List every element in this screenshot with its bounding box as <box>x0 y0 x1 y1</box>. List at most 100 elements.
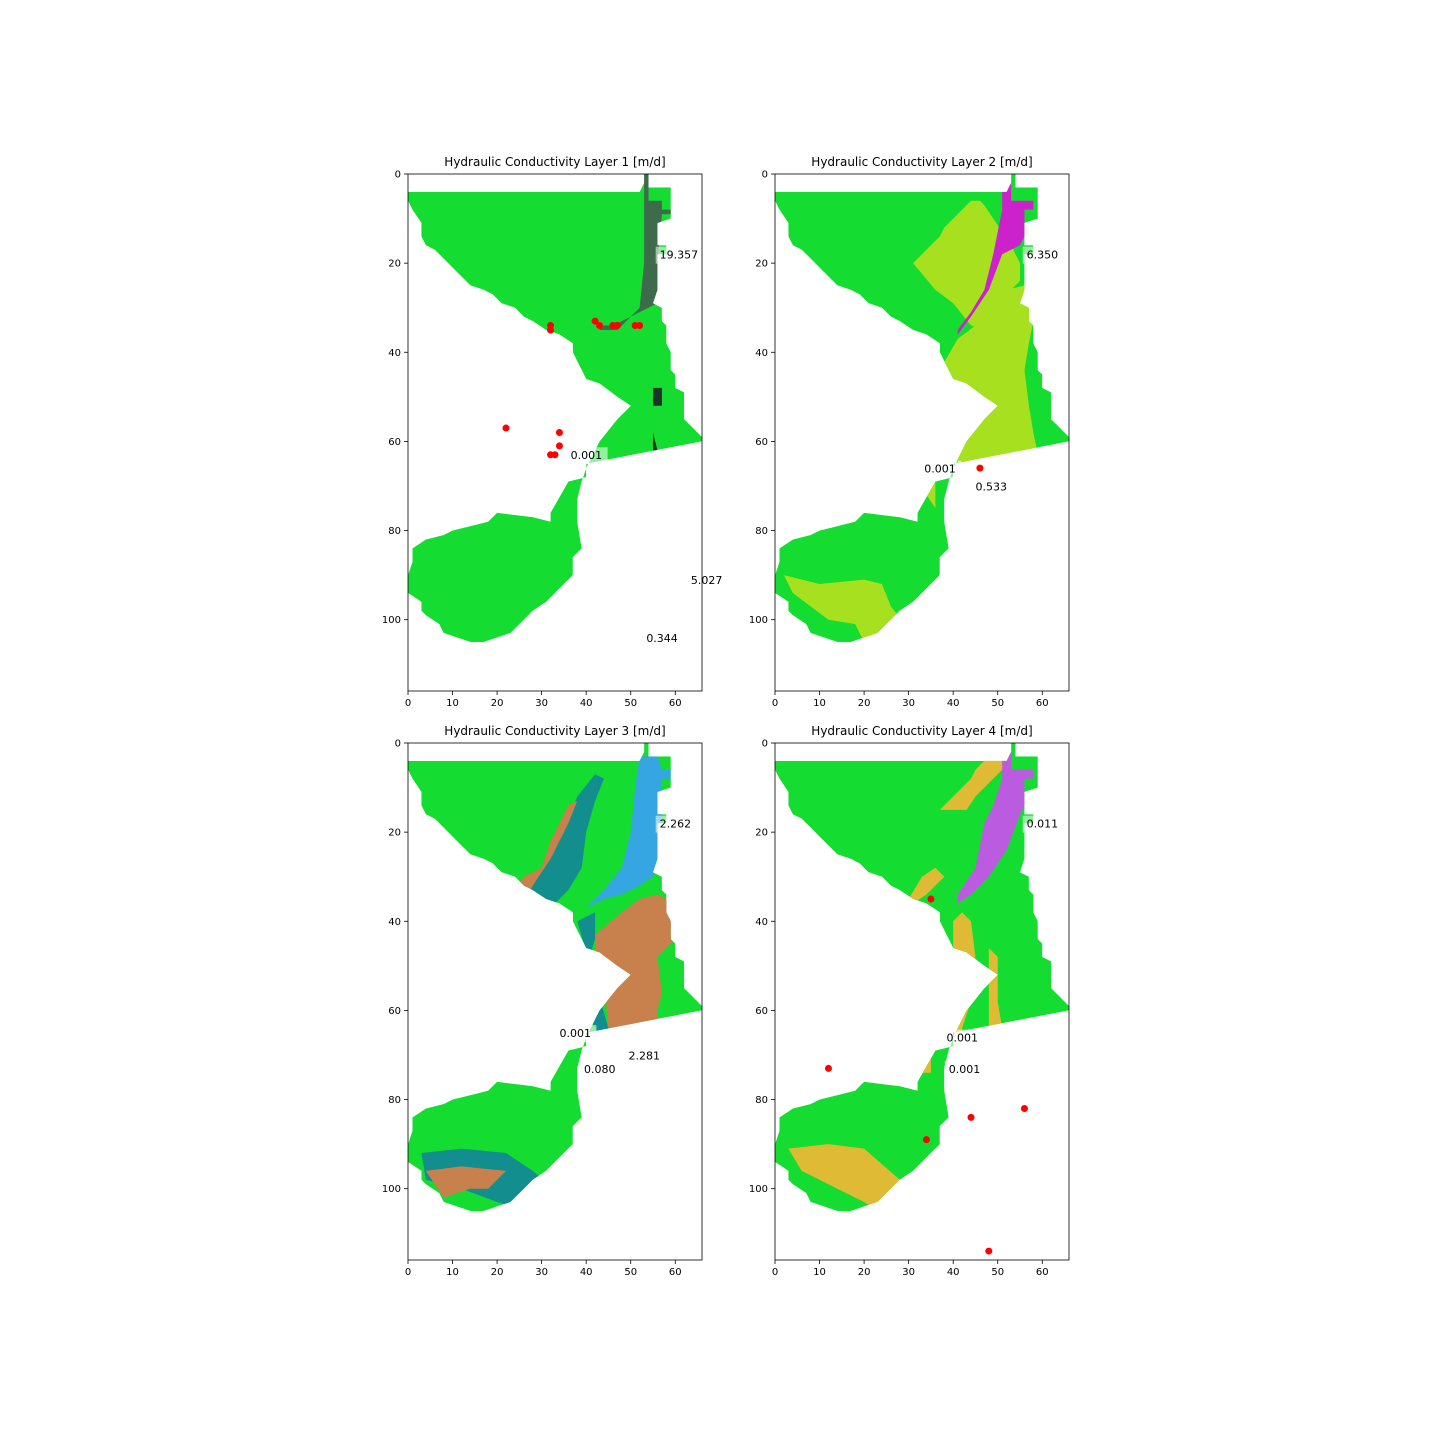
y-tick-label: 100 <box>382 1184 401 1195</box>
x-tick-label: 50 <box>991 698 1004 709</box>
axes-frame <box>774 742 1070 1261</box>
x-tick-label: 60 <box>1036 1267 1049 1278</box>
y-tick-label: 80 <box>755 526 768 537</box>
y-tick-label: 20 <box>388 828 401 839</box>
well-point <box>555 442 563 450</box>
value-annotation: 0.344 <box>646 632 678 645</box>
y-tick-label: 100 <box>749 615 768 626</box>
conductivity-zone <box>957 178 1034 335</box>
annotation-box <box>944 1060 986 1078</box>
axes-frame <box>407 742 703 1261</box>
annotation-box <box>655 246 704 264</box>
y-tick-label: 80 <box>755 1095 768 1106</box>
well-point <box>922 1136 930 1144</box>
annotation-box <box>555 1025 597 1043</box>
x-tick-label: 60 <box>669 698 682 709</box>
x-tick-label: 30 <box>902 1267 915 1278</box>
annotation-box <box>566 447 608 465</box>
x-tick-label: 40 <box>947 698 960 709</box>
conductivity-zone <box>483 774 604 949</box>
x-tick-label: 50 <box>991 1267 1004 1278</box>
x-tick-label: 30 <box>535 1267 548 1278</box>
x-tick-label: 10 <box>446 698 459 709</box>
annotation-box <box>1022 246 1064 264</box>
y-tick-label: 40 <box>388 917 401 928</box>
annotation-box <box>624 1047 666 1065</box>
x-tick-label: 0 <box>405 1267 411 1278</box>
y-tick-label: 0 <box>762 739 768 750</box>
y-tick-label: 80 <box>388 1095 401 1106</box>
subplot-title: Hydraulic Conductivity Layer 4 [m/d] <box>811 724 1032 738</box>
x-tick-label: 10 <box>813 698 826 709</box>
value-annotation: 0.001 <box>947 1032 979 1045</box>
well-point <box>927 895 935 903</box>
annotation-box <box>920 460 962 478</box>
y-tick-label: 20 <box>755 828 768 839</box>
value-annotation: 6.350 <box>1027 249 1059 262</box>
x-tick-label: 20 <box>858 698 871 709</box>
annotation-box <box>942 1029 984 1047</box>
well-point <box>636 322 644 330</box>
y-tick-label: 60 <box>388 437 401 448</box>
conductivity-zone <box>913 200 1020 330</box>
conductivity-zone <box>599 174 671 330</box>
conductivity-zone <box>586 756 671 908</box>
conductivity-zone <box>425 1166 506 1198</box>
x-tick-label: 0 <box>772 1267 778 1278</box>
x-tick-label: 20 <box>491 698 504 709</box>
x-tick-label: 50 <box>624 1267 637 1278</box>
y-tick-label: 60 <box>755 1006 768 1017</box>
x-tick-label: 40 <box>580 1267 593 1278</box>
well-point <box>547 326 555 334</box>
annotation-box <box>579 1060 621 1078</box>
x-tick-label: 50 <box>624 698 637 709</box>
x-tick-label: 40 <box>947 1267 960 1278</box>
value-annotation: 0.011 <box>1027 818 1059 831</box>
well-point <box>591 317 599 325</box>
value-annotation: 0.001 <box>571 449 603 462</box>
subplot-title: Hydraulic Conductivity Layer 3 [m/d] <box>444 724 665 738</box>
well-point <box>502 424 510 432</box>
x-tick-label: 30 <box>535 698 548 709</box>
value-annotation: 0.533 <box>975 480 1007 493</box>
annotation-box <box>642 629 684 647</box>
x-tick-label: 60 <box>669 1267 682 1278</box>
axes-frame <box>774 173 1070 692</box>
x-tick-label: 10 <box>446 1267 459 1278</box>
conductivity-zone <box>953 912 1061 1211</box>
y-tick-label: 60 <box>388 1006 401 1017</box>
x-tick-label: 30 <box>902 698 915 709</box>
conductivity-zone <box>957 751 1034 904</box>
x-tick-label: 0 <box>405 698 411 709</box>
y-tick-label: 0 <box>395 170 401 181</box>
value-annotation: 0.001 <box>949 1063 981 1076</box>
well-point <box>547 451 555 459</box>
y-tick-label: 20 <box>388 259 401 270</box>
y-tick-label: 100 <box>749 1184 768 1195</box>
value-annotation: 2.262 <box>660 818 692 831</box>
well-point <box>967 1113 975 1121</box>
well-point <box>824 1064 832 1072</box>
y-tick-label: 40 <box>755 917 768 928</box>
y-tick-label: 100 <box>382 615 401 626</box>
conductivity-zone <box>653 387 662 451</box>
well-point <box>596 322 604 330</box>
domain-base-zone <box>408 174 702 642</box>
subplot-title: Hydraulic Conductivity Layer 1 [m/d] <box>444 155 665 169</box>
x-tick-label: 10 <box>813 1267 826 1278</box>
value-annotation: 5.027 <box>691 574 723 587</box>
conductivity-zone <box>939 751 1012 810</box>
x-tick-label: 0 <box>772 698 778 709</box>
value-annotation: 0.080 <box>584 1063 616 1076</box>
x-tick-label: 60 <box>1036 698 1049 709</box>
x-tick-label: 40 <box>580 698 593 709</box>
annotation-box <box>655 815 697 833</box>
y-tick-label: 0 <box>395 739 401 750</box>
y-tick-label: 40 <box>388 348 401 359</box>
y-tick-label: 20 <box>755 259 768 270</box>
value-annotation: 2.281 <box>629 1049 661 1062</box>
value-annotation: 0.001 <box>559 1027 591 1040</box>
well-point <box>976 464 984 472</box>
annotation-box <box>1022 815 1064 833</box>
